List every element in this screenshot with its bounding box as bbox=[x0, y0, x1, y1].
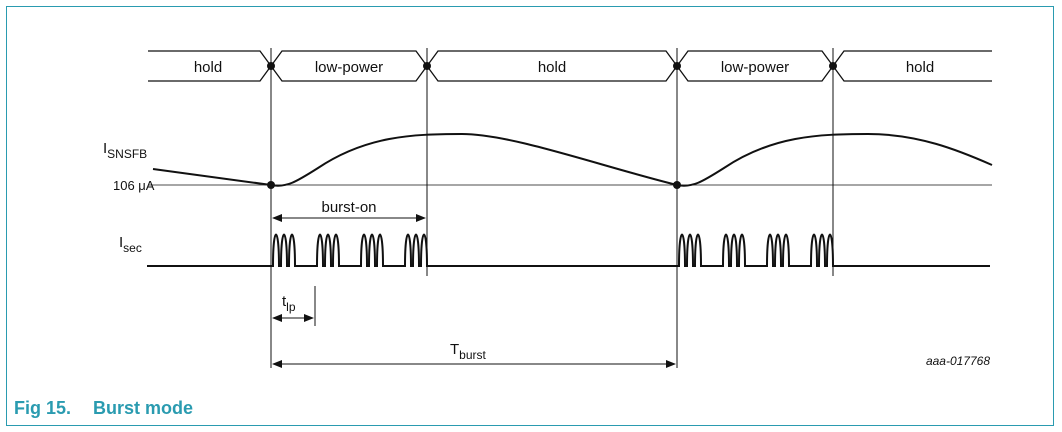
state-dot-4 bbox=[829, 62, 837, 70]
state-label-3: hold bbox=[538, 59, 566, 76]
isnsfb-waveform bbox=[152, 132, 993, 187]
state-dot-1 bbox=[267, 62, 275, 70]
state-label-5: hold bbox=[906, 59, 934, 76]
figure-number: Fig 15. bbox=[14, 398, 72, 418]
state-label-1: hold bbox=[194, 59, 222, 76]
isnsfb-label: ISNSFB bbox=[103, 140, 147, 161]
tlp-label: tlp bbox=[282, 293, 296, 314]
figure-title: Burst mode bbox=[93, 398, 194, 418]
isec-waveform bbox=[147, 233, 990, 267]
state-transition-dots bbox=[267, 62, 837, 70]
state-labels: hold low-power hold low-power hold bbox=[194, 59, 934, 76]
state-dot-2 bbox=[423, 62, 431, 70]
timing-lines bbox=[270, 48, 834, 368]
burst-mode-diagram: hold low-power hold low-power hold ISNSF… bbox=[103, 48, 993, 368]
figure-frame: hold low-power hold low-power hold ISNSF… bbox=[6, 6, 1054, 426]
reference-label-106ua: 106 μA bbox=[113, 178, 155, 193]
state-label-4: low-power bbox=[721, 59, 789, 76]
burst-on-label: burst-on bbox=[321, 199, 376, 216]
state-dot-3 bbox=[673, 62, 681, 70]
figure-id-label: aaa-017768 bbox=[926, 354, 990, 368]
figure-caption: Fig 15. Burst mode bbox=[14, 398, 193, 419]
isnsfb-min-dot-1 bbox=[267, 181, 275, 189]
isec-label: Isec bbox=[119, 234, 142, 255]
state-label-2: low-power bbox=[315, 59, 383, 76]
isnsfb-min-dot-2 bbox=[673, 181, 681, 189]
tburst-label: Tburst bbox=[450, 341, 487, 362]
